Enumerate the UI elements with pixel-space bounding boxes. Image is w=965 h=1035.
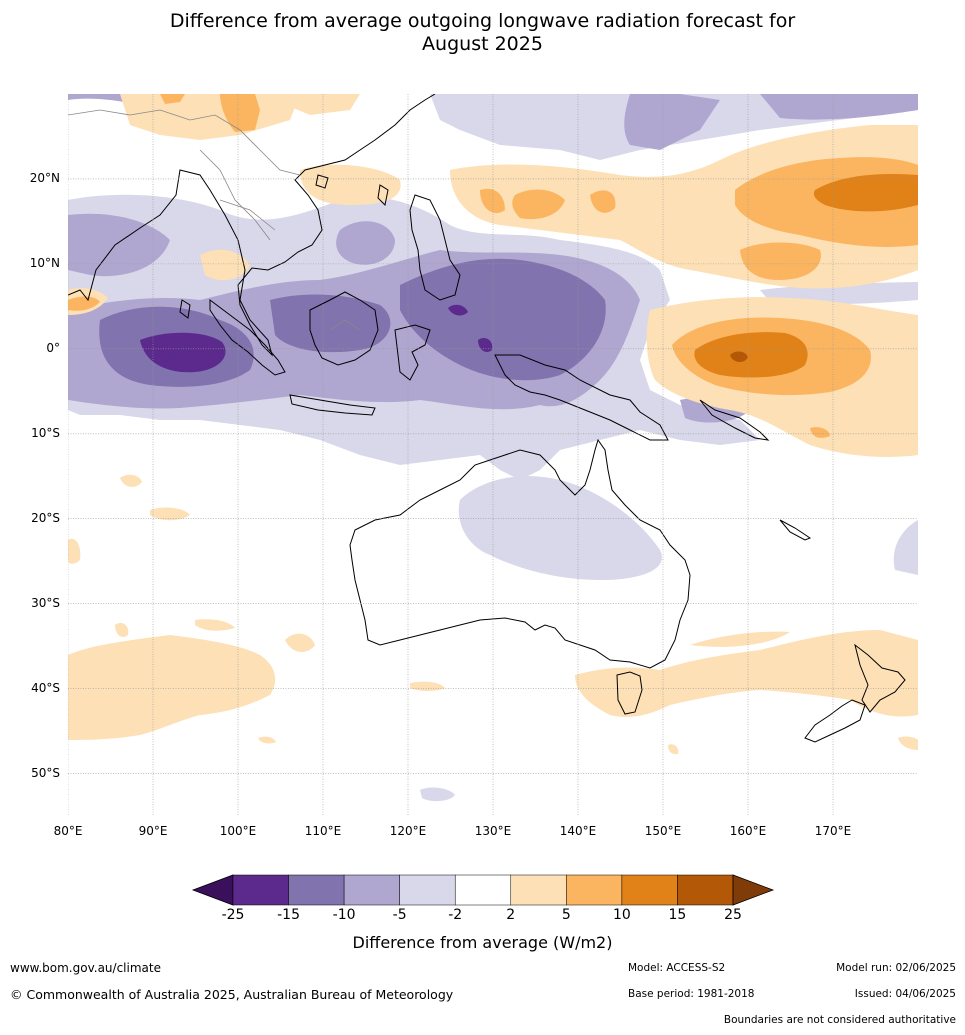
lat-tick-label: 30°S <box>31 595 60 610</box>
tasmania-coastline <box>616 671 643 715</box>
lon-tick-label: 170°E <box>814 824 852 838</box>
colorbar-tick-label: 15 <box>668 907 687 923</box>
colorbar-extend-low <box>191 874 234 906</box>
anomaly-band-darkest-orange <box>730 351 748 363</box>
anomaly-band-dark-orange <box>694 173 918 378</box>
philippines-coastline <box>409 194 461 301</box>
lon-tick-label: 150°E <box>644 824 682 838</box>
colorbar <box>191 874 775 906</box>
new-zealand-south-coastline <box>804 699 866 743</box>
australia-coastline <box>349 438 691 669</box>
colorbar-tick-label: 2 <box>506 907 516 923</box>
colorbar-bin <box>454 874 512 906</box>
new-caledonia-coastline <box>779 519 812 541</box>
hainan-coastline <box>315 174 329 189</box>
colorbar-tick-label: 5 <box>561 907 571 923</box>
footer-copyright: © Commonwealth of Australia 2025, Austra… <box>10 987 454 1002</box>
sumatra-coastline <box>209 299 286 376</box>
colorbar-tick-label: -5 <box>392 907 407 923</box>
colorbar-bin <box>343 874 400 906</box>
lat-tick-label: 20°N <box>29 170 60 185</box>
anomaly-band-deep-purple <box>140 304 493 373</box>
country-borders <box>68 109 361 331</box>
lon-tick-label: 110°E <box>304 824 342 838</box>
colorbar-tick-label: -15 <box>277 907 300 923</box>
colorbar-bin <box>677 874 734 906</box>
footer-model-run: Model run: 02/06/2025 <box>836 962 956 974</box>
lat-tick-label: 50°S <box>31 765 60 780</box>
footer-boundaries-note: Boundaries are not considered authoritat… <box>723 1014 956 1026</box>
colorbar-bin <box>621 874 678 906</box>
graticule <box>68 94 918 816</box>
coastlines <box>68 94 906 743</box>
footer-issued: Issued: 04/06/2025 <box>854 988 956 1000</box>
colorbar-bin <box>288 874 345 906</box>
title-line-1: Difference from average outgoing longwav… <box>169 10 796 32</box>
lon-tick-label: 120°E <box>389 824 427 838</box>
colorbar-tick-label: 25 <box>724 907 742 923</box>
colorbar-tick-label: -10 <box>332 907 356 923</box>
colorbar-bin <box>566 874 623 906</box>
lat-tick-label: 0° <box>46 340 60 355</box>
asia-coastline <box>68 94 436 357</box>
sri-lanka-coastline <box>179 299 191 319</box>
colorbar-label: Difference from average (W/m2) <box>352 933 613 952</box>
lon-tick-label: 130°E <box>474 824 512 838</box>
sulawesi-coastline <box>394 324 431 381</box>
lat-tick-label: 40°S <box>31 680 60 695</box>
lon-tick-label: 90°E <box>138 824 168 838</box>
lon-tick-label: 140°E <box>559 824 597 838</box>
lon-tick-label: 160°E <box>729 824 767 838</box>
new-guinea-coastline <box>494 354 669 441</box>
borneo-coastline <box>309 291 379 366</box>
solomon-islands-coastline <box>699 399 770 441</box>
footer-base-period: Base period: 1981-2018 <box>628 988 755 1000</box>
lat-tick-label: 10°S <box>31 425 60 440</box>
footer-url[interactable]: www.bom.gov.au/climate <box>10 961 161 975</box>
lat-tick-label: 10°N <box>29 255 60 270</box>
colorbar-bin <box>399 874 456 906</box>
lon-tick-label: 80°E <box>53 824 83 838</box>
taiwan-coastline <box>377 184 389 207</box>
new-zealand-north-coastline <box>854 643 906 713</box>
title-line-2: August 2025 <box>422 33 543 55</box>
colorbar-tick-label: -2 <box>448 907 463 923</box>
colorbar-bin <box>510 874 567 906</box>
lon-tick-label: 100°E <box>219 824 257 838</box>
colorbar-tick-label: 10 <box>612 907 631 923</box>
colorbar-tick-label: -25 <box>221 907 245 923</box>
lat-tick-label: 20°S <box>31 510 60 525</box>
java-coastline <box>289 394 376 416</box>
chart-title: Difference from average outgoing longwav… <box>0 10 965 56</box>
colorbar-bin <box>232 874 289 906</box>
footer-model: Model: ACCESS-S2 <box>628 962 726 974</box>
colorbar-extend-high <box>732 874 775 906</box>
